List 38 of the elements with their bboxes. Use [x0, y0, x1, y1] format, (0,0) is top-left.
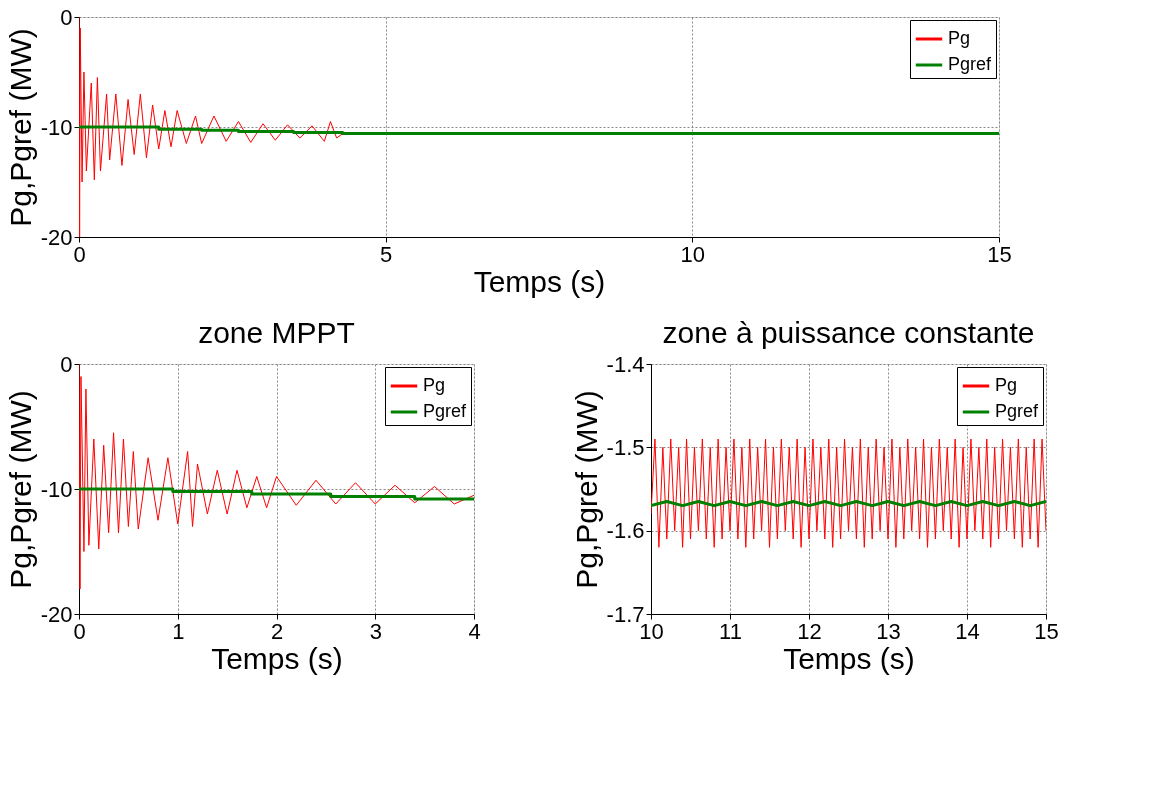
x-tick-label: 10 — [680, 241, 706, 267]
x-tick-label: 14 — [955, 618, 980, 644]
x-tick-label: 1 — [172, 618, 185, 644]
y-tick-label: -1.5 — [606, 434, 645, 460]
x-tick-label: 13 — [876, 618, 901, 644]
legend-label: Pg — [423, 375, 446, 395]
y-tick-label: -10 — [40, 476, 73, 502]
legend-label: Pgref — [995, 401, 1040, 421]
y-tick-label: -10 — [40, 114, 73, 140]
x-axis-title: Temps (s) — [211, 641, 343, 675]
x-tick-label: 12 — [797, 618, 822, 644]
y-tick-label: -20 — [40, 224, 73, 250]
line-series — [79, 125, 999, 136]
y-tick-label: -20 — [40, 601, 73, 627]
legend-label: Pgref — [423, 401, 468, 421]
legend-label: Pg — [995, 375, 1018, 395]
y-axis-title: Pg,Pgref (MW) — [3, 28, 37, 227]
line-series — [651, 438, 1046, 548]
x-tick-label: 5 — [380, 241, 393, 267]
line-series — [79, 487, 474, 501]
x-tick-label: 15 — [987, 241, 1012, 267]
y-tick-label: 0 — [60, 351, 73, 377]
y-axis-title: Pg,Pgref (MW) — [3, 390, 37, 589]
x-axis-title: Temps (s) — [473, 264, 606, 298]
chart-title: zone MPPT — [198, 316, 355, 349]
x-tick-label: 2 — [270, 618, 284, 644]
x-tick-label: 11 — [719, 618, 742, 644]
y-tick-label: -1.4 — [606, 351, 645, 377]
x-tick-label: 4 — [468, 618, 481, 644]
x-tick-label: 15 — [1034, 618, 1059, 644]
legend-label: Pg — [948, 28, 971, 48]
y-tick-label: -1.6 — [606, 518, 645, 544]
x-axis-title: Temps (s) — [783, 641, 915, 675]
y-tick-label: 0 — [60, 4, 73, 30]
y-axis-title: Pg,Pgref (MW) — [569, 390, 603, 589]
x-tick-label: 3 — [369, 618, 382, 644]
chart-title: zone à puissance constante — [662, 316, 1035, 349]
legend-label: Pgref — [948, 54, 993, 74]
